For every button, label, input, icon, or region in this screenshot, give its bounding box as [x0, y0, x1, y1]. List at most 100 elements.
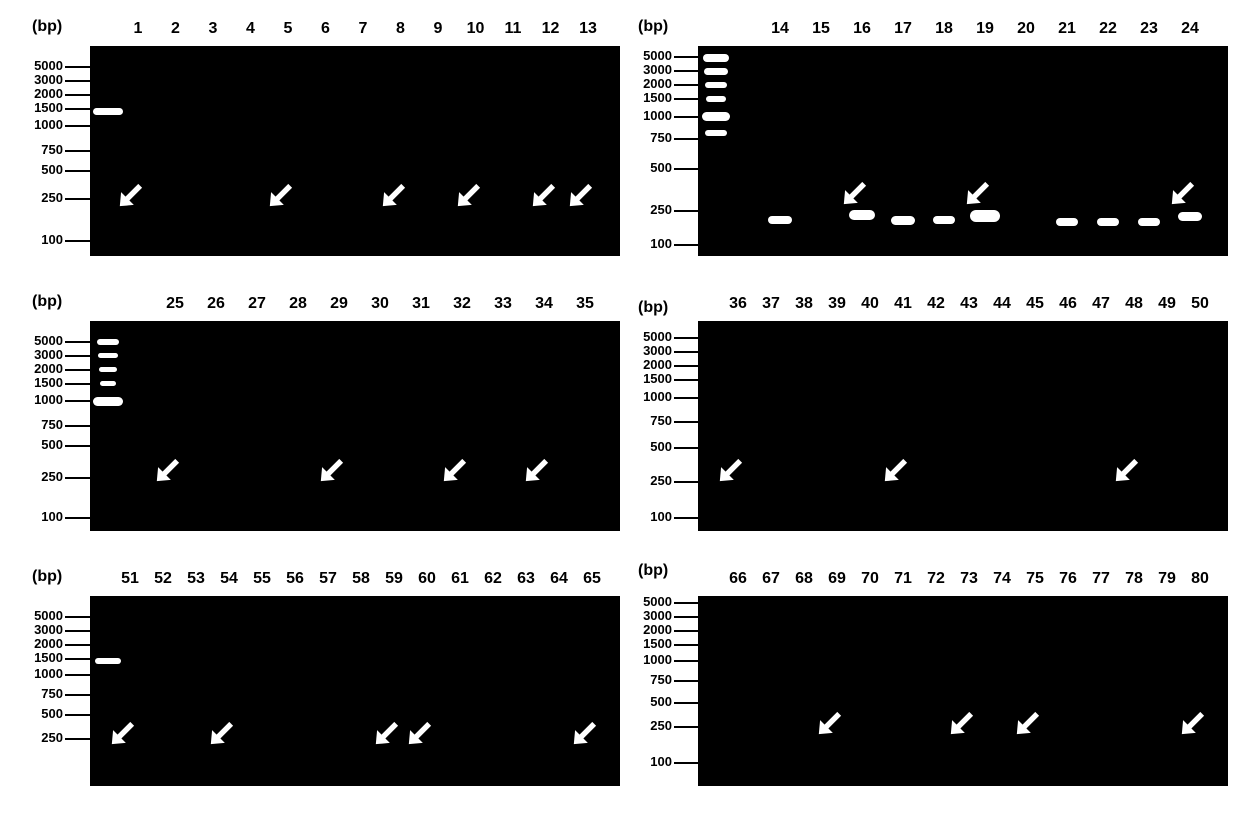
ladder-label: 2000 [643, 622, 672, 637]
ladder-tick [674, 365, 698, 367]
bp-unit-label: (bp) [638, 18, 668, 36]
lane-number: 23 [1134, 20, 1164, 38]
ladder-tick [65, 616, 90, 618]
ladder-label: 1500 [34, 100, 63, 115]
ladder-label: 100 [41, 232, 63, 247]
ladder-label: 250 [650, 473, 672, 488]
lane-number: 72 [921, 570, 951, 588]
gel-image [698, 321, 1228, 531]
ladder-tick [674, 702, 698, 704]
lane-number: 5 [273, 20, 303, 38]
ladder-label: 3000 [34, 347, 63, 362]
lane-number: 13 [573, 20, 603, 38]
ladder-tick [674, 660, 698, 662]
ladder-label: 250 [41, 190, 63, 205]
indicator-arrow [203, 716, 239, 752]
lane-number: 79 [1152, 570, 1182, 588]
ladder-label: 750 [41, 417, 63, 432]
lane-number: 56 [280, 570, 310, 588]
gel-band [705, 82, 727, 88]
lane-number: 4 [236, 20, 266, 38]
ladder-label: 3000 [643, 343, 672, 358]
gel-figure: (bp)123456789101112135000300020001500100… [10, 10, 1230, 810]
lane-number: 18 [929, 20, 959, 38]
lane-number: 48 [1119, 295, 1149, 313]
indicator-arrow [262, 178, 298, 214]
lane-number: 63 [511, 570, 541, 588]
lane-number: 19 [970, 20, 1000, 38]
gel-band [97, 339, 119, 345]
lane-number: 71 [888, 570, 918, 588]
lane-number: 1 [123, 20, 153, 38]
lane-number: 3 [198, 20, 228, 38]
lane-number: 41 [888, 295, 918, 313]
ladder-label: 3000 [643, 608, 672, 623]
indicator-arrow [811, 706, 847, 742]
lane-number: 73 [954, 570, 984, 588]
ladder-tick [65, 658, 90, 660]
ladder-label: 100 [650, 236, 672, 251]
ladder-label: 5000 [643, 48, 672, 63]
lane-number: 75 [1020, 570, 1050, 588]
ladder-label: 750 [650, 413, 672, 428]
lane-number: 6 [311, 20, 341, 38]
ladder-tick [65, 66, 90, 68]
ladder-label: 2000 [34, 636, 63, 651]
indicator-arrow [1164, 176, 1200, 212]
ladder-tick [674, 517, 698, 519]
lane-number: 7 [348, 20, 378, 38]
lane-number: 11 [498, 20, 528, 38]
ladder-tick [674, 56, 698, 58]
indicator-arrow [562, 178, 598, 214]
ladder-label: 3000 [34, 622, 63, 637]
lane-number: 20 [1011, 20, 1041, 38]
ladder-label: 500 [650, 694, 672, 709]
ladder-tick [65, 125, 90, 127]
ladder-label: 2000 [643, 76, 672, 91]
ladder-label: 750 [650, 130, 672, 145]
ladder-tick [674, 351, 698, 353]
ladder-tick [674, 84, 698, 86]
gel-image [90, 46, 620, 256]
gel-band [99, 367, 117, 372]
ladder-label: 5000 [34, 608, 63, 623]
ladder-label: 250 [650, 718, 672, 733]
ladder-tick [674, 726, 698, 728]
ladder-label: 1500 [34, 375, 63, 390]
ladder-label: 2000 [34, 361, 63, 376]
ladder-label: 1500 [643, 636, 672, 651]
bp-unit-label: (bp) [32, 568, 62, 586]
lane-number: 34 [529, 295, 559, 313]
ladder-tick [65, 240, 90, 242]
lane-number: 36 [723, 295, 753, 313]
gel-band [768, 216, 792, 224]
lane-number: 33 [488, 295, 518, 313]
lane-number: 25 [160, 295, 190, 313]
ladder-label: 250 [41, 730, 63, 745]
ladder-tick [65, 425, 90, 427]
lane-number: 9 [423, 20, 453, 38]
lane-number: 77 [1086, 570, 1116, 588]
ladder-tick [674, 244, 698, 246]
ladder-label: 500 [650, 160, 672, 175]
ladder-tick [65, 445, 90, 447]
lane-number: 58 [346, 570, 376, 588]
lane-number: 80 [1185, 570, 1215, 588]
gel-band [98, 353, 118, 358]
ladder-tick [65, 150, 90, 152]
indicator-arrow [313, 453, 349, 489]
indicator-arrow [1108, 453, 1144, 489]
ladder-tick [65, 517, 90, 519]
gel-image [698, 596, 1228, 786]
ladder-label: 1000 [643, 108, 672, 123]
lane-number: 2 [161, 20, 191, 38]
lane-number: 29 [324, 295, 354, 313]
ladder-tick [674, 447, 698, 449]
ladder-tick [674, 116, 698, 118]
lane-number: 55 [247, 570, 277, 588]
ladder-tick [674, 379, 698, 381]
ladder-tick [65, 644, 90, 646]
gel-panel-F: (bp)666768697071727374757677787980500030… [630, 560, 1230, 800]
lane-number: 62 [478, 570, 508, 588]
gel-band [93, 397, 123, 406]
